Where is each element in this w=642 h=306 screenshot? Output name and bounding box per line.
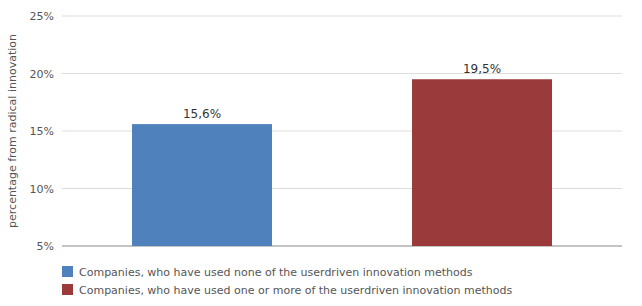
y-tick-label: 15% xyxy=(30,125,54,138)
bar xyxy=(412,79,552,246)
grid-line xyxy=(62,16,622,17)
y-tick-label: 5% xyxy=(37,240,54,253)
y-axis-label: percentage from radical innovation xyxy=(6,34,19,228)
legend-label: Companies, who have used one or more of … xyxy=(79,284,512,297)
bars xyxy=(132,79,552,246)
chart: 5% 10% 15% 20% 25% percentage from radical in… xyxy=(0,0,642,306)
legend-label: Companies, who have used none of the use… xyxy=(79,266,473,279)
y-tick-label: 20% xyxy=(30,68,54,81)
y-tick-label: 10% xyxy=(30,183,54,196)
legend-swatch xyxy=(62,284,73,295)
legend: Companies, who have used none of the use… xyxy=(62,266,512,297)
grid-line xyxy=(62,73,622,74)
bar xyxy=(132,124,272,246)
y-tick-label: 25% xyxy=(30,10,54,23)
data-label: 15,6% xyxy=(183,107,221,121)
legend-swatch xyxy=(62,266,73,277)
data-labels: 15,6% 19,5% xyxy=(183,62,501,121)
data-label: 19,5% xyxy=(463,62,501,76)
grid xyxy=(62,16,622,246)
